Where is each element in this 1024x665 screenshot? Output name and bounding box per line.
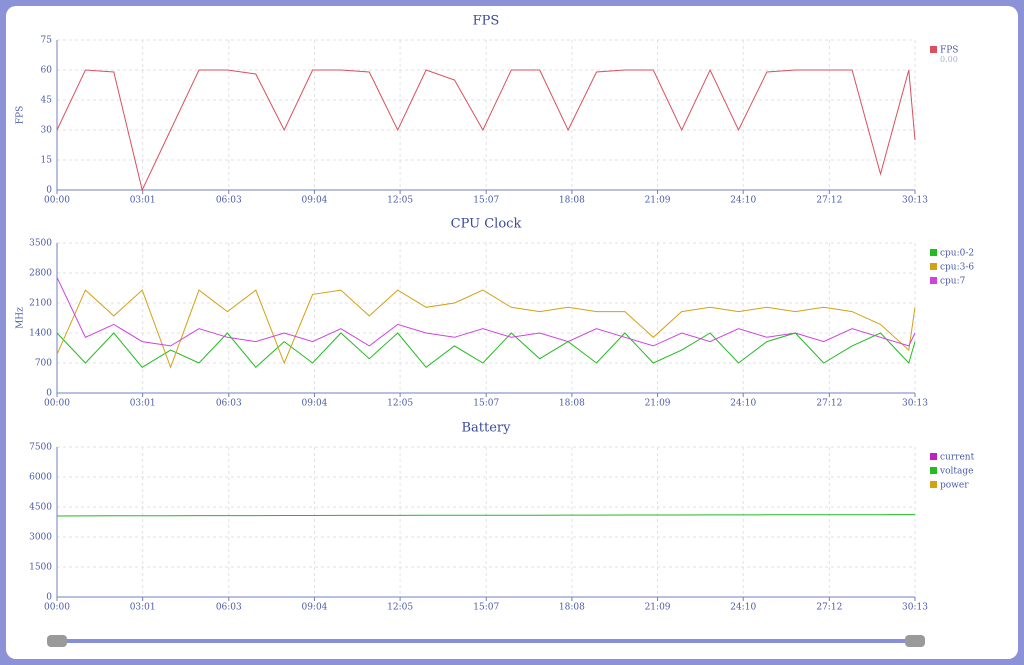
x-tick-label: 00:00 — [44, 603, 70, 613]
series-line — [56, 289, 916, 369]
x-tick-label: 12:05 — [387, 196, 413, 206]
x-tick-label: 03:01 — [130, 603, 156, 613]
y-tick-label: 1500 — [29, 563, 52, 573]
y-tick-label: 1400 — [29, 329, 52, 339]
legend-swatch — [930, 249, 937, 256]
x-tick-label: 03:01 — [130, 399, 156, 409]
x-tick-label: 30:13 — [902, 603, 928, 613]
x-tick-label: 30:13 — [902, 196, 928, 206]
x-tick-label: 12:05 — [387, 399, 413, 409]
legend-label: cpu:3-6 — [940, 263, 974, 273]
y-tick-label: 75 — [41, 36, 53, 46]
y-tick-label: 700 — [35, 359, 52, 369]
x-tick-label: 18:08 — [559, 399, 585, 409]
x-tick-label: 06:03 — [216, 399, 242, 409]
legend-label: FPS — [940, 46, 958, 56]
legend-swatch — [930, 46, 937, 53]
x-tick-label: 21:09 — [645, 196, 671, 206]
x-tick-label: 03:01 — [130, 196, 156, 206]
legend-swatch — [930, 467, 937, 474]
range-slider-handle-left[interactable] — [47, 635, 67, 647]
x-tick-label: 18:08 — [559, 603, 585, 613]
range-slider-handle-right[interactable] — [905, 635, 925, 647]
x-tick-label: 30:13 — [902, 399, 928, 409]
y-tick-label: 60 — [41, 66, 53, 76]
x-tick-label: 24:10 — [730, 196, 756, 206]
legend-swatch — [930, 263, 937, 270]
y-tick-label: 30 — [41, 126, 53, 136]
y-tick-label: 3500 — [29, 239, 52, 249]
x-tick-label: 09:04 — [301, 603, 327, 613]
y-tick-label: 0 — [46, 389, 52, 399]
x-tick-label: 06:03 — [216, 196, 242, 206]
x-tick-label: 00:00 — [44, 399, 70, 409]
x-tick-label: 09:04 — [301, 196, 327, 206]
y-tick-label: 2100 — [29, 299, 52, 309]
y-tick-label: 15 — [41, 156, 53, 166]
y-tick-label: 2800 — [29, 269, 52, 279]
legend-label: current — [940, 453, 975, 463]
x-tick-label: 24:10 — [730, 399, 756, 409]
x-tick-label: 06:03 — [216, 603, 242, 613]
legend-label: power — [940, 481, 969, 491]
y-tick-label: 6000 — [29, 473, 52, 483]
x-tick-label: 15:07 — [473, 399, 499, 409]
y-tick-label: 3000 — [29, 533, 52, 543]
series-line — [56, 68, 916, 192]
x-tick-label: 27:12 — [816, 399, 842, 409]
x-tick-label: 00:00 — [44, 196, 70, 206]
y-axis-label: MHz — [16, 307, 26, 329]
legend-value: 0.00 — [940, 55, 958, 64]
chart-title: FPS — [473, 14, 500, 29]
chart-title: Battery — [461, 421, 511, 436]
y-tick-label: 0 — [46, 186, 52, 196]
legend-swatch — [930, 481, 937, 488]
legend-swatch — [930, 453, 937, 460]
x-tick-label: 27:12 — [816, 603, 842, 613]
x-tick-label: 09:04 — [301, 399, 327, 409]
legend-label: cpu:0-2 — [940, 249, 974, 259]
chart-title: CPU Clock — [451, 217, 522, 232]
legend-label: voltage — [939, 467, 973, 477]
y-tick-label: 4500 — [29, 503, 52, 513]
x-tick-label: 15:07 — [473, 196, 499, 206]
x-tick-label: 21:09 — [645, 399, 671, 409]
x-tick-label: 18:08 — [559, 196, 585, 206]
y-tick-label: 0 — [46, 593, 52, 603]
legend-swatch — [930, 277, 937, 284]
x-tick-label: 21:09 — [645, 603, 671, 613]
legend-label: cpu:7 — [940, 277, 966, 287]
x-tick-label: 24:10 — [730, 603, 756, 613]
x-tick-label: 27:12 — [816, 196, 842, 206]
series-line — [56, 514, 915, 517]
series-line — [56, 332, 916, 369]
x-tick-label: 12:05 — [387, 603, 413, 613]
series-line — [56, 277, 916, 347]
y-tick-label: 45 — [41, 96, 53, 106]
y-axis-label: FPS — [16, 106, 26, 124]
y-tick-label: 7500 — [29, 443, 52, 453]
x-tick-label: 15:07 — [473, 603, 499, 613]
